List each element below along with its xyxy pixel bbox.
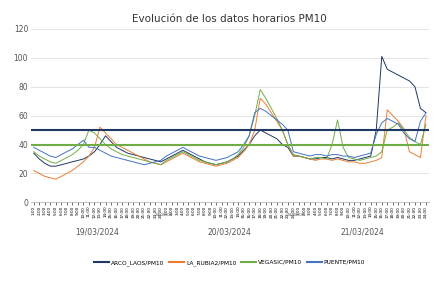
Text: 24:00:00: 24:00:00 (287, 213, 305, 217)
Title: Evolución de los datos horarios PM10: Evolución de los datos horarios PM10 (133, 14, 327, 24)
Legend: ARCO_LAOS/PM10, LA_RUBIA2/PM10, VEGASIC/PM10, PUENTE/PM10: ARCO_LAOS/PM10, LA_RUBIA2/PM10, VEGASIC/… (92, 257, 368, 268)
Text: 21/03/2024: 21/03/2024 (341, 227, 384, 236)
Text: 19/03/2024: 19/03/2024 (75, 227, 119, 236)
Text: 24:00:00: 24:00:00 (154, 213, 173, 217)
Text: 20/03/2024: 20/03/2024 (208, 227, 252, 236)
